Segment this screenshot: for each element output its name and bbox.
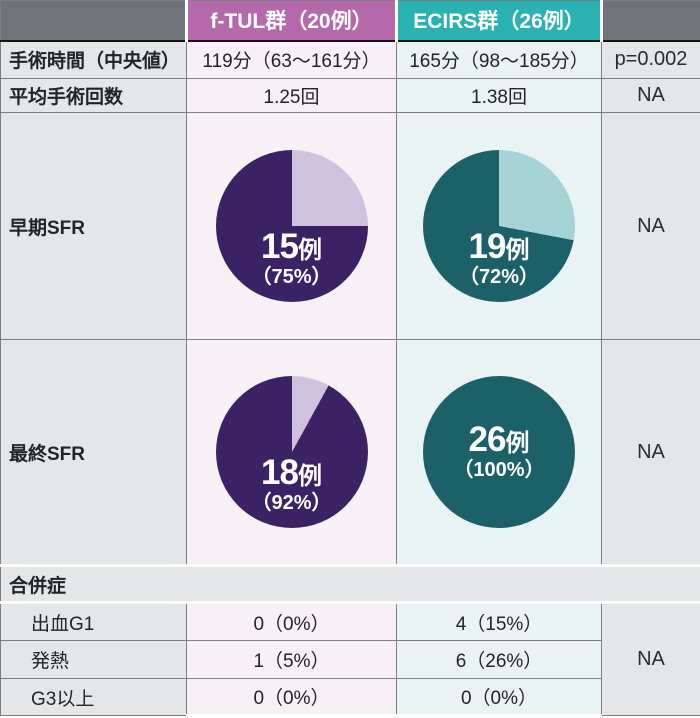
pie-count-unit: 例 xyxy=(298,237,322,264)
pie-count-unit: 例 xyxy=(298,463,322,490)
pie-label-final-sfr-ecirs: 26例 （100%） xyxy=(423,422,575,480)
final-sfr-p-value: NA xyxy=(602,340,700,566)
pie-percent: （72%） xyxy=(423,267,575,287)
pie-chart-final-sfr-ftul: 18例 （92%） xyxy=(216,376,368,528)
pie-percent: （75%） xyxy=(216,267,368,287)
column-header-ecirs: ECIRS群（26例） xyxy=(397,1,602,41)
section-header-complications: 合併症 xyxy=(1,566,700,603)
pie-percent: （92%） xyxy=(216,493,368,513)
pie-label-final-sfr-ftul: 18例 （92%） xyxy=(216,455,368,513)
pie-count-unit: 例 xyxy=(505,430,529,457)
header-row: f-TUL群（20例） ECIRS群（26例） xyxy=(1,1,700,41)
row-label-bleeding-g1: 出血G1 xyxy=(1,603,187,641)
bleeding-ftul-value: 0（0%） xyxy=(187,603,397,641)
pie-label-early-sfr-ecirs: 19例 （72%） xyxy=(423,229,575,287)
pie-count: 18 xyxy=(261,453,298,492)
column-header-ftul: f-TUL群（20例） xyxy=(187,1,397,41)
bleeding-ecirs-value: 4（15%） xyxy=(397,603,602,641)
early-sfr-ecirs-cell: 19例 （72%） xyxy=(397,113,602,340)
pie-count: 19 xyxy=(469,227,506,266)
row-op-time: 手術時間（中央値） 119分（63～161分） 165分（98～185分） p=… xyxy=(1,41,700,79)
op-time-p-value: p=0.002 xyxy=(602,41,700,79)
pie-chart-early-sfr-ftul: 15例 （75%） xyxy=(216,150,368,302)
row-fever: 発熱 1（5%） 6（26%） xyxy=(1,641,700,679)
early-sfr-p-value: NA xyxy=(602,113,700,340)
complications-p-value: NA xyxy=(602,603,700,716)
op-count-p-value: NA xyxy=(602,79,700,113)
corner-cell-right xyxy=(602,1,700,41)
pie-count-unit: 例 xyxy=(505,237,529,264)
pie-chart-early-sfr-ecirs: 19例 （72%） xyxy=(423,150,575,302)
final-sfr-ecirs-cell: 26例 （100%） xyxy=(397,340,602,566)
op-count-ecirs-value: 1.38回 xyxy=(397,79,602,113)
op-time-ftul-value: 119分（63～161分） xyxy=(187,41,397,79)
corner-cell-left xyxy=(1,1,187,41)
g3-ftul-value: 0（0%） xyxy=(187,679,397,716)
op-count-ftul-value: 1.25回 xyxy=(187,79,397,113)
early-sfr-ftul-cell: 15例 （75%） xyxy=(187,113,397,340)
final-sfr-ftul-cell: 18例 （92%） xyxy=(187,340,397,566)
row-label-op-count: 平均手術回数 xyxy=(1,79,187,113)
g3-ecirs-value: 0（0%） xyxy=(397,679,602,716)
pie-count: 15 xyxy=(261,227,298,266)
pie-label-early-sfr-ftul: 15例 （75%） xyxy=(216,229,368,287)
row-label-g3-or-above: G3以上 xyxy=(1,679,187,716)
pie-chart-final-sfr-ecirs: 26例 （100%） xyxy=(423,376,575,528)
row-label-final-sfr: 最終SFR xyxy=(1,340,187,566)
row-complications-header: 合併症 xyxy=(1,566,700,603)
fever-ftul-value: 1（5%） xyxy=(187,641,397,679)
row-final-sfr: 最終SFR 18例 （92%） 26例 （100%） NA xyxy=(1,340,700,566)
row-early-sfr: 早期SFR 15例 （75%） 19例 （72%） NA xyxy=(1,113,700,340)
pie-count: 26 xyxy=(469,420,506,459)
op-time-ecirs-value: 165分（98～185分） xyxy=(397,41,602,79)
row-label-early-sfr: 早期SFR xyxy=(1,113,187,340)
row-bleeding-g1: 出血G1 0（0%） 4（15%） NA xyxy=(1,603,700,641)
fever-ecirs-value: 6（26%） xyxy=(397,641,602,679)
row-op-count: 平均手術回数 1.25回 1.38回 NA xyxy=(1,79,700,113)
row-g3-or-above: G3以上 0（0%） 0（0%） xyxy=(1,679,700,716)
pie-percent: （100%） xyxy=(423,459,575,479)
row-label-op-time: 手術時間（中央値） xyxy=(1,41,187,79)
row-label-fever: 発熱 xyxy=(1,641,187,679)
